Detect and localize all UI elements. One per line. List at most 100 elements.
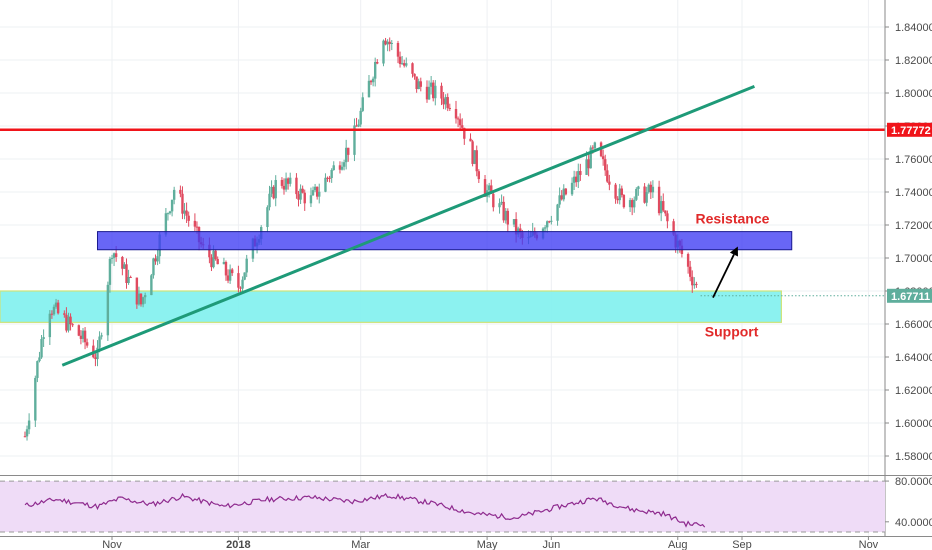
candle-body [498,203,501,208]
candle-body [208,244,211,258]
candle-body [27,420,31,430]
candle-body [48,313,52,338]
candle-body [266,207,269,228]
x-tick-label: Jun [542,539,560,550]
price-panel[interactable]: Resistance Support [0,0,885,536]
candle-body [500,201,503,204]
candle-body [577,171,580,183]
candle-body [643,186,646,203]
resistance-badge-background [887,122,932,137]
candle-body [357,124,360,127]
candle-body [185,210,188,216]
candle-body [618,188,621,201]
candle-body [216,259,219,265]
candle-body [98,336,101,348]
candle-body [79,335,83,339]
candle-body [519,228,522,233]
candle-body [245,258,248,273]
candle-body [614,184,617,199]
candle-body [444,97,447,105]
candle-body [649,184,653,193]
candle-body [332,165,335,171]
candle-body [239,287,242,289]
candle-body [633,199,636,208]
candle-body [123,264,126,269]
resistance-badge-text: 1.77772 [891,125,931,137]
candle-body [280,180,284,186]
candle-body [315,186,319,197]
candle-body [125,264,128,283]
candle-body [635,188,638,200]
candle-body [156,256,159,262]
candle-body [587,159,590,169]
candle-body [427,86,431,100]
support-zone[interactable] [0,290,782,323]
candle-body [579,171,582,175]
candle-body [110,257,114,259]
candle-body [297,194,300,200]
y-tick-label: 1.64000 [895,352,932,364]
rsi-axis-ticks: 80.0000 40.0000 [885,476,932,529]
candle-body [628,200,632,208]
candle-body [135,277,139,305]
candle-body [688,266,692,277]
time-axis-ticks[interactable]: Nov 2018 Mar May Jun Aug Sep Nov [102,536,879,550]
candle-body [585,159,588,175]
candle-body [112,253,116,258]
candle-body [324,177,327,192]
candle-body [461,125,464,128]
candle-body [432,82,435,99]
candle-body [38,357,41,362]
candle-body [69,316,72,325]
rsi-tick-label: 80.0000 [895,476,932,488]
candle-body [504,210,507,221]
candle-body [183,210,186,214]
candle-body [268,193,271,208]
candle-body [168,211,172,214]
arrow-line[interactable] [712,254,735,298]
x-tick-label: 2018 [226,539,250,550]
candle-body [272,186,275,199]
candle-body [403,63,406,66]
candle-body [224,262,228,276]
candle-body [237,273,240,288]
candle-body [473,150,476,164]
candle-body [347,147,350,155]
candle-body [313,186,317,191]
candle-body [419,81,422,87]
price-axis[interactable]: 1.840001.820001.800001.780001.760001.740… [884,0,932,536]
candle-body [226,275,230,281]
candle-body [81,330,85,339]
resistance-zone[interactable] [96,231,793,251]
candle-body [166,213,170,215]
candle-body [328,177,331,179]
candle-body [637,186,640,189]
candle-body [672,221,675,235]
candle-body [502,201,505,221]
candle-body [373,61,377,79]
rsi-tick-label: 40.0000 [895,517,932,529]
rsi-panel[interactable]: 80.0000 40.0000 [0,476,932,533]
candle-body [400,63,404,65]
candle-body [318,191,321,197]
candle-body [483,179,487,197]
candle-body [666,213,669,222]
candle-body [463,127,466,139]
candle-body [691,276,694,286]
candle-body [469,138,472,142]
candle-body [367,80,371,98]
x-tick-label: Nov [102,539,122,550]
candle-body [664,210,667,214]
x-tick-label: Aug [668,539,688,550]
candle-body [96,347,99,360]
candle-body [179,189,182,194]
candle-body [127,276,130,283]
trendline[interactable] [61,85,755,367]
candle-body [548,221,551,223]
candle-body [448,107,451,109]
y-tick-label: 1.82000 [895,55,932,67]
price-axis-ticks: 1.840001.820001.800001.780001.760001.740… [885,22,932,463]
candle-body [71,324,74,326]
arrow-head-icon [729,246,738,257]
